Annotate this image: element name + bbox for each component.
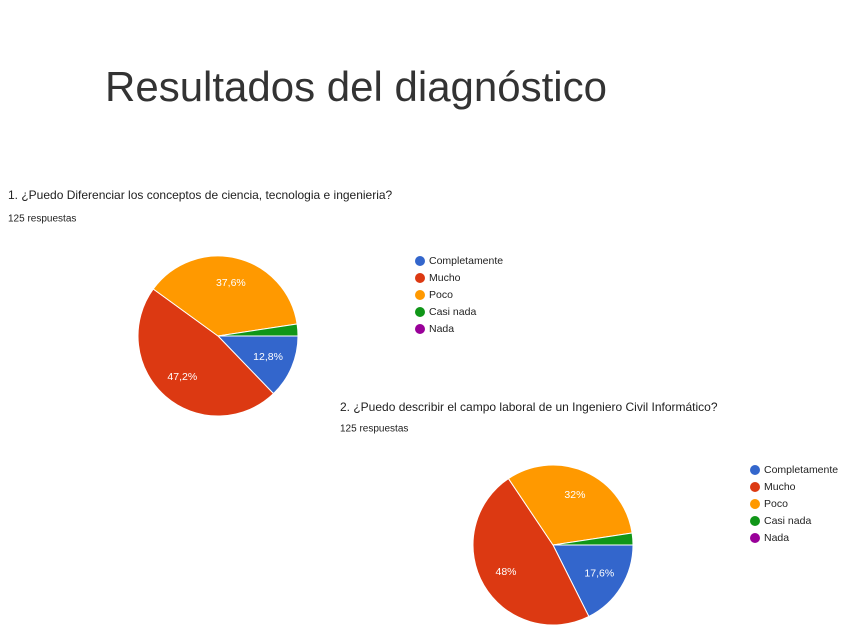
- legend-swatch: [750, 465, 760, 475]
- value-label: 12,8%: [253, 351, 283, 363]
- legend-label: Completamente: [764, 464, 838, 476]
- legend-label: Completamente: [429, 255, 503, 267]
- pie-slice: [507, 464, 633, 546]
- legend-swatch: [415, 307, 425, 317]
- value-label: 32%: [564, 489, 585, 501]
- value-label: 48%: [495, 566, 516, 578]
- legend-swatch: [750, 516, 760, 526]
- legend-label: Poco: [764, 498, 788, 510]
- chart-title: 1. ¿Puedo Diferenciar los conceptos de c…: [8, 188, 393, 202]
- value-label: 17,6%: [584, 567, 614, 579]
- legend-label: Casi nada: [764, 515, 811, 527]
- pie-slice: [152, 255, 298, 337]
- pie-slice: [472, 477, 590, 626]
- chart-subtitle: 125 respuestas: [340, 424, 408, 435]
- value-label: 37,6%: [216, 277, 246, 289]
- legend-swatch: [415, 256, 425, 266]
- legend-label: Poco: [429, 289, 453, 301]
- chart-title: 2. ¿Puedo describir el campo laboral de …: [340, 400, 718, 414]
- value-label: 47,2%: [167, 371, 197, 383]
- legend-label: Casi nada: [429, 306, 476, 318]
- legend-label: Mucho: [429, 272, 461, 284]
- pie-slice: [216, 335, 299, 395]
- legend-swatch: [415, 273, 425, 283]
- pie-slice: [137, 288, 275, 417]
- pie-slice: [552, 544, 634, 618]
- legend-swatch: [415, 290, 425, 300]
- chart-subtitle: 125 respuestas: [8, 214, 76, 225]
- legend-swatch: [750, 499, 760, 509]
- slide-title: Resultados del diagnóstico: [105, 63, 607, 110]
- legend-swatch: [415, 324, 425, 334]
- legend-label: Mucho: [764, 481, 796, 493]
- legend-label: Nada: [429, 323, 454, 335]
- legend-label: Nada: [764, 532, 789, 544]
- legend-swatch: [750, 482, 760, 492]
- legend-swatch: [750, 533, 760, 543]
